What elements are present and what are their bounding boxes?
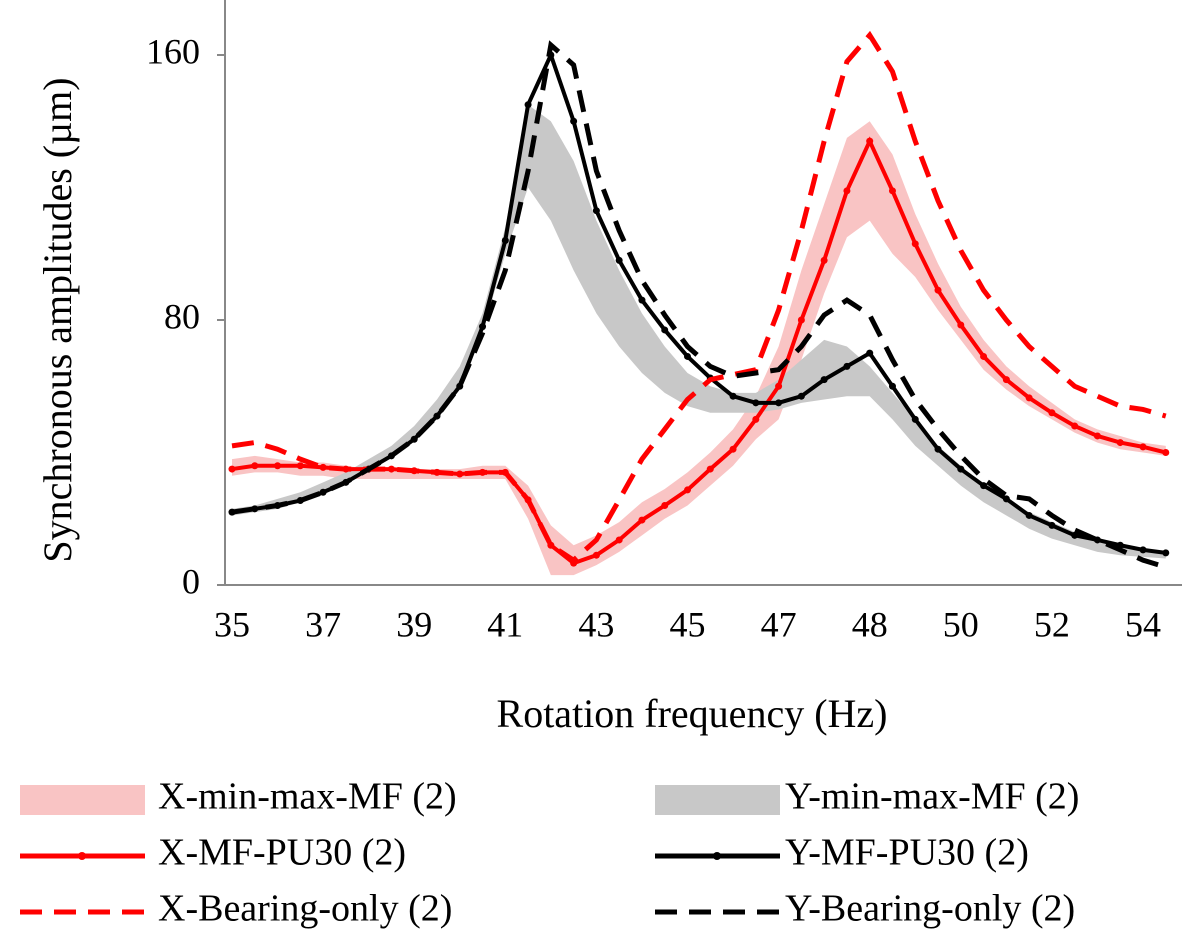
marker — [1139, 443, 1147, 451]
legend-label: X-MF-PU30 (2) — [158, 832, 406, 874]
x-tick-label: 41 — [487, 604, 523, 644]
marker — [934, 445, 942, 453]
marker — [888, 187, 896, 195]
legend-marker — [78, 852, 86, 860]
line — [231, 30, 1167, 564]
marker — [638, 296, 646, 304]
marker — [684, 352, 691, 360]
marker — [251, 462, 259, 470]
marker — [866, 137, 874, 145]
x-tick-label: 43 — [578, 604, 614, 644]
legend-swatch — [20, 785, 145, 815]
y-tick-label: 80 — [164, 296, 200, 336]
marker — [888, 382, 896, 390]
y-tick-label: 160 — [146, 31, 200, 71]
legend-label: Y-Bearing-only (2) — [785, 888, 1075, 930]
marker — [775, 399, 783, 407]
marker — [296, 462, 304, 470]
x-tick-label: 54 — [1125, 604, 1161, 644]
marker — [957, 465, 965, 473]
y-axis-label: Synchronous amplitudes (µm) — [35, 77, 80, 562]
legend-marker — [713, 852, 721, 860]
x-tick-label: 39 — [396, 604, 432, 644]
marker — [1025, 511, 1033, 519]
marker — [752, 415, 760, 423]
marker — [980, 482, 988, 490]
marker — [797, 392, 805, 400]
line — [231, 49, 1167, 555]
marker — [638, 516, 646, 524]
x-tick-label: 47 — [761, 604, 797, 644]
band — [232, 104, 1166, 559]
marker — [228, 465, 236, 473]
marker — [387, 465, 395, 473]
marker — [319, 463, 327, 471]
marker — [729, 392, 737, 400]
marker — [684, 486, 691, 494]
marker — [980, 352, 988, 360]
marker — [752, 399, 760, 407]
marker — [843, 362, 851, 370]
marker — [410, 435, 418, 443]
x-tick-label: 48 — [852, 604, 888, 644]
marker — [706, 465, 714, 473]
marker — [797, 316, 805, 324]
x-tick-label: 52 — [1034, 604, 1070, 644]
y-tick-label: 0 — [182, 561, 200, 601]
marker — [934, 286, 942, 294]
legend-label: Y-MF-PU30 (2) — [785, 832, 1029, 874]
marker — [592, 207, 600, 215]
marker — [843, 187, 851, 195]
x-tick-label: 37 — [305, 604, 341, 644]
marker — [729, 445, 737, 453]
marker — [661, 502, 669, 509]
marker — [1002, 495, 1010, 503]
marker — [1048, 521, 1056, 529]
marker — [1162, 549, 1170, 557]
marker — [1002, 376, 1010, 384]
marker — [1048, 409, 1056, 417]
marker — [957, 321, 965, 329]
legend-label: X-Bearing-only (2) — [158, 888, 452, 930]
marker — [820, 256, 828, 264]
marker — [615, 256, 623, 264]
x-tick-label: 50 — [943, 604, 979, 644]
marker — [592, 551, 600, 559]
line — [231, 136, 1167, 566]
marker — [547, 541, 555, 549]
marker — [1162, 449, 1170, 456]
marker — [274, 462, 282, 470]
marker — [524, 101, 532, 109]
marker — [501, 237, 509, 244]
marker — [1071, 422, 1079, 430]
marker — [1139, 546, 1147, 554]
marker — [570, 117, 578, 125]
x-axis-label: Rotation frequency (Hz) — [497, 691, 888, 736]
marker — [1093, 432, 1101, 440]
marker — [661, 326, 669, 334]
x-tick-label: 35 — [214, 604, 250, 644]
marker — [319, 488, 327, 496]
marker — [456, 470, 464, 478]
marker — [866, 349, 874, 357]
x-tick-label: 45 — [670, 604, 706, 644]
marker — [615, 536, 623, 544]
marker — [456, 382, 464, 390]
marker — [1116, 439, 1124, 447]
marker — [1093, 536, 1101, 544]
legend-label: X-min-max-MF (2) — [158, 776, 457, 818]
marker — [911, 240, 919, 248]
marker — [820, 376, 828, 384]
marker — [433, 412, 441, 420]
marker — [1025, 394, 1033, 402]
marker — [911, 415, 919, 423]
marker — [775, 382, 783, 390]
marker — [479, 323, 487, 331]
legend-swatch — [655, 785, 780, 815]
marker — [1071, 531, 1079, 539]
legend-label: Y-min-max-MF (2) — [785, 776, 1079, 818]
band — [232, 121, 1166, 576]
